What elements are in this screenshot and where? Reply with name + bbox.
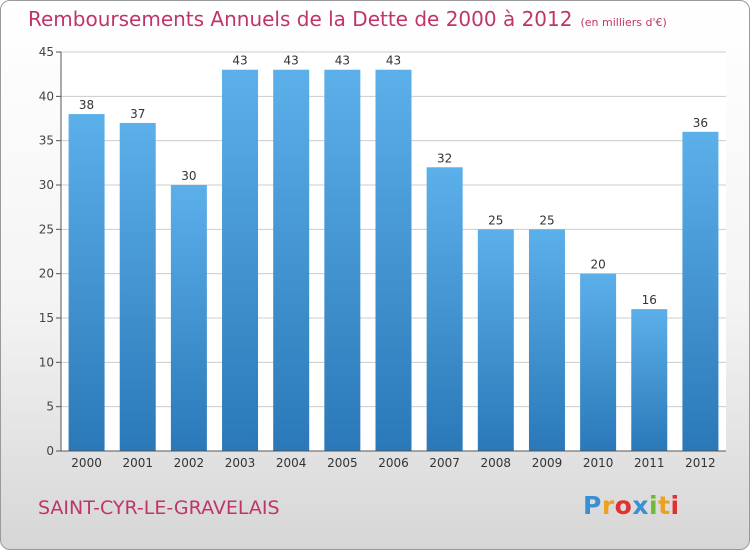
- bar-2009: [528, 229, 565, 451]
- bar-value-label: 25: [539, 213, 554, 227]
- bar-2002: [170, 185, 207, 451]
- bar-value-label: 37: [130, 107, 145, 121]
- logo-letter: i: [649, 491, 659, 520]
- logo-letter: o: [614, 491, 633, 520]
- bar-value-label: 36: [693, 116, 708, 130]
- bar-2001: [119, 122, 156, 451]
- logo-letter: x: [632, 491, 649, 520]
- bars: 38 37 30 43 43 43 43 32 25 25 20 16 36: [68, 54, 719, 452]
- bar-2011: [631, 309, 668, 451]
- y-tick-label: 25: [39, 222, 54, 236]
- bar-2004: [273, 69, 310, 451]
- y-tick-label: 30: [39, 178, 54, 192]
- x-tick-label: 2002: [174, 456, 205, 470]
- chart-title: Remboursements Annuels de la Dette de 20…: [28, 7, 667, 31]
- x-tick-label: 2012: [685, 456, 716, 470]
- chart-title-text: Remboursements Annuels de la Dette de 20…: [28, 7, 573, 31]
- bar-value-label: 38: [79, 98, 94, 112]
- logo-letter: t: [658, 491, 671, 520]
- bar-value-label: 16: [642, 293, 657, 307]
- y-tick-label: 0: [46, 444, 54, 458]
- bar-2010: [580, 273, 617, 451]
- commune-name: SAINT-CYR-LE-GRAVELAIS: [38, 497, 280, 519]
- bar-2003: [222, 69, 259, 451]
- bar-value-label: 25: [488, 213, 503, 227]
- axes: 0 5 10 15 20 25 30 35 40 45 2000 2001 2002 2003 2004 20…: [39, 45, 726, 470]
- bar-2008: [477, 229, 514, 451]
- y-tick-label: 35: [39, 134, 54, 148]
- y-tick-label: 20: [39, 267, 54, 281]
- logo-letter: r: [601, 491, 615, 520]
- x-tick-label: 2007: [429, 456, 460, 470]
- chart-unit: (en milliers d'€): [580, 16, 667, 29]
- y-tick-label: 5: [46, 400, 54, 414]
- y-tick-label: 10: [39, 355, 54, 369]
- bar-2012: [682, 131, 719, 452]
- x-tick-label: 2000: [71, 456, 102, 470]
- bar-value-label: 43: [386, 54, 401, 68]
- x-tick-label: 2003: [225, 456, 256, 470]
- bar-value-label: 43: [335, 54, 350, 68]
- bar-2006: [375, 69, 412, 451]
- logo-letter: i: [670, 491, 680, 520]
- bar-2007: [426, 167, 463, 451]
- bar-value-label: 32: [437, 151, 452, 165]
- bar-value-label: 20: [590, 258, 605, 272]
- logo-letter: P: [583, 491, 602, 520]
- y-tick-label: 15: [39, 311, 54, 325]
- y-tick-label: 40: [39, 89, 54, 103]
- x-tick-label: 2005: [327, 456, 358, 470]
- x-tick-label: 2010: [583, 456, 614, 470]
- bar-2000: [68, 114, 105, 452]
- x-tick-label: 2009: [532, 456, 563, 470]
- y-tick-label: 45: [39, 45, 54, 59]
- bar-value-label: 43: [232, 54, 247, 68]
- x-tick-label: 2006: [378, 456, 409, 470]
- x-tick-label: 2004: [276, 456, 307, 470]
- bar-value-label: 43: [284, 54, 299, 68]
- proxiti-logo: Proxiti: [583, 491, 680, 520]
- x-tick-label: 2008: [481, 456, 512, 470]
- x-tick-label: 2001: [122, 456, 153, 470]
- bar-value-label: 30: [181, 169, 196, 183]
- x-tick-label: 2011: [634, 456, 665, 470]
- bar-2005: [324, 69, 361, 451]
